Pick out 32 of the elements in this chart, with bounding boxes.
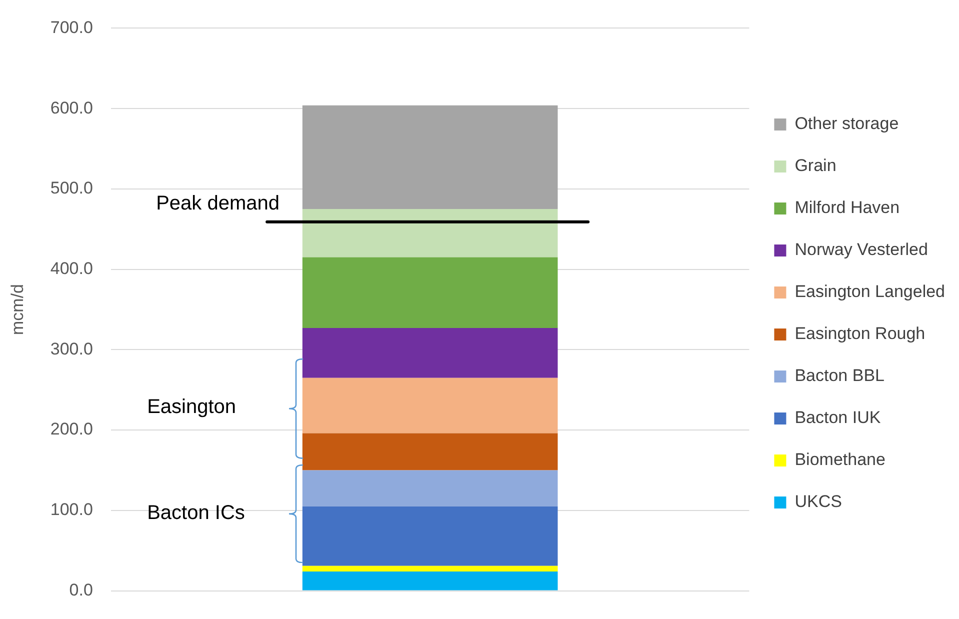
legend-label: Easington Langeled [794,282,946,302]
bar [302,506,558,566]
y-tick-label: 400.0 [50,259,93,278]
y-tick-label: 700.0 [50,18,93,37]
legend-label: Bacton IUK [794,408,882,428]
bar [302,209,558,258]
bar [302,433,558,470]
bar [302,257,558,328]
y-axis-title: mcm/d [8,284,27,335]
legend-label: Milford Haven [794,198,900,218]
legend-label: UKCS [794,492,842,512]
y-tick-label: 600.0 [50,98,93,118]
legend-label: Grain [794,156,836,176]
y-tick-label: 100.0 [50,500,93,520]
annotation: Bacton ICs [147,502,245,525]
bar [302,105,558,210]
legend-label: Biomethane [794,450,886,470]
ref-line-label: Peak demand [156,192,280,214]
legend-label: Easington Rough [794,324,926,344]
y-tick-label: 300.0 [50,339,93,358]
bar [302,566,558,572]
legend-label: Norway Vesterled [794,240,928,260]
y-tick-label: 200.0 [50,420,93,439]
legend-label: Bacton BBL [794,366,884,386]
y-tick-label: 0.0 [69,580,93,600]
bar [302,572,558,590]
bar [302,378,558,434]
bar [302,470,558,506]
legend-label: Other storage [794,114,899,134]
bar [302,328,558,378]
y-tick-label: 500.0 [50,178,93,198]
annotation: Easington [147,396,236,420]
